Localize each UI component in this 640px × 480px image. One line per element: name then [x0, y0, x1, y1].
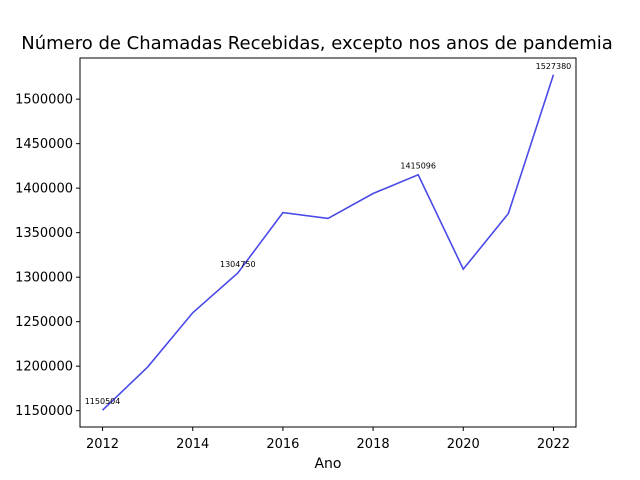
x-tick-label: 2014	[176, 437, 209, 452]
data-label: 1150504	[85, 397, 121, 406]
plot-area	[79, 57, 577, 428]
y-tick-label: 1500000	[15, 93, 73, 108]
x-tick-label: 2018	[357, 437, 390, 452]
data-label: 1527380	[536, 62, 572, 71]
data-labels: 1150504 1304750 1415096 1527380	[85, 62, 572, 406]
x-axis-label: Ano	[314, 456, 341, 472]
data-label: 1415096	[400, 162, 436, 171]
y-axis: 1150000 1200000 1250000 1300000 1350000 14000…	[15, 93, 80, 419]
y-tick-label: 1450000	[15, 137, 73, 152]
x-tick-label: 2012	[86, 437, 119, 452]
y-tick-label: 1350000	[15, 226, 73, 241]
data-label: 1304750	[220, 260, 256, 269]
data-points	[102, 74, 554, 411]
x-tick-label: 2020	[447, 437, 480, 452]
y-tick-label: 1250000	[15, 315, 73, 330]
x-tick-label: 2016	[266, 437, 299, 452]
series-line	[101, 74, 555, 411]
x-axis: 2012 2014 2016 2018 2020 2022	[86, 427, 570, 452]
y-tick-label: 1400000	[15, 182, 73, 197]
x-tick-label: 2022	[537, 437, 570, 452]
y-tick-label: 1150000	[15, 404, 73, 419]
y-tick-label: 1300000	[15, 271, 73, 286]
chart-title: Número de Chamadas Recebidas, excepto no…	[21, 33, 613, 54]
y-tick-label: 1200000	[15, 360, 73, 375]
